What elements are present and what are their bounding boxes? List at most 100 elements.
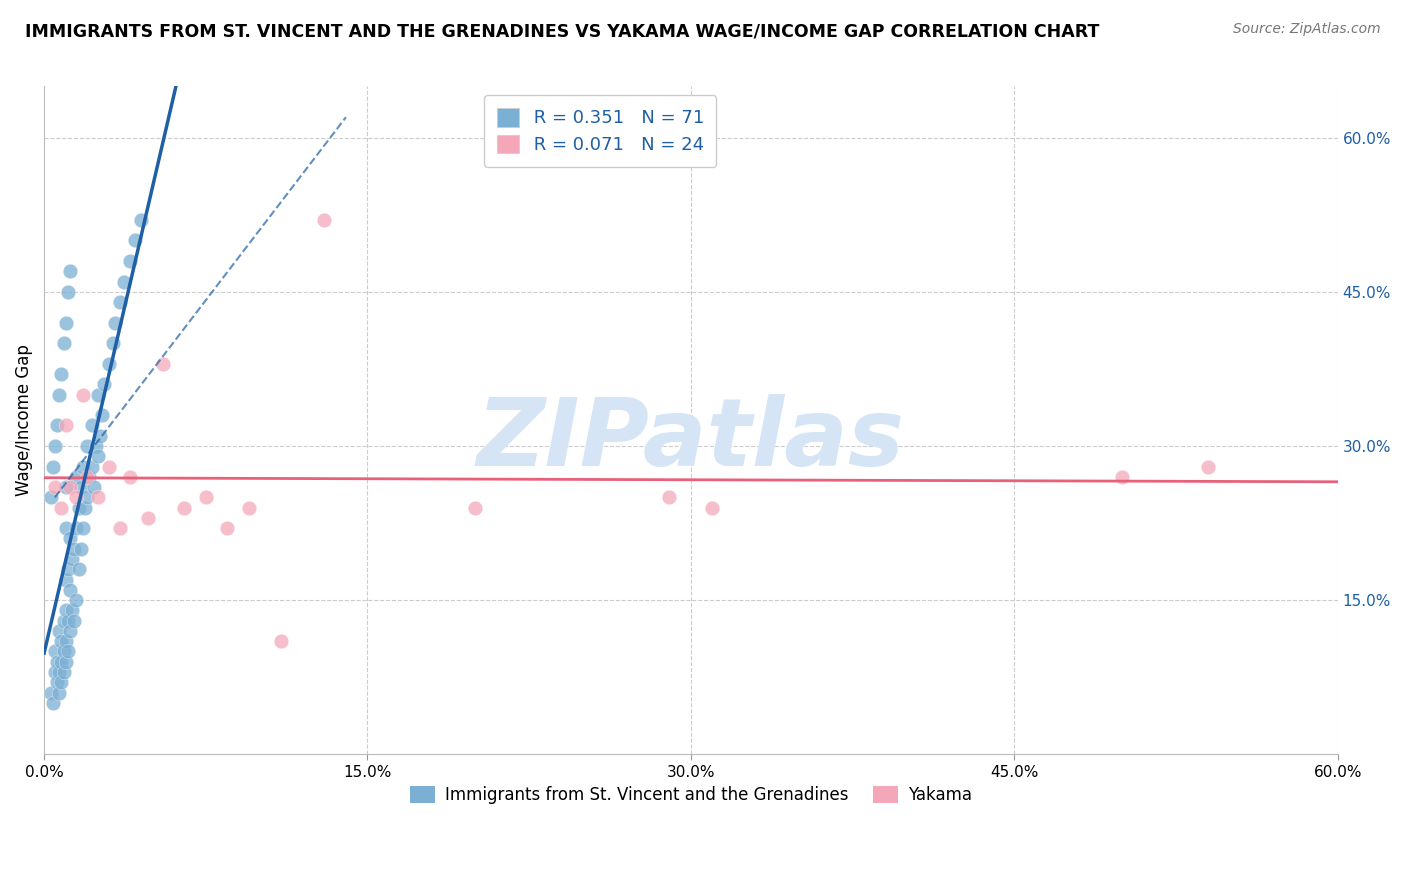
Point <box>42 459 65 474</box>
Point <box>79 470 101 484</box>
Point <box>48 624 70 638</box>
Point <box>108 295 131 310</box>
Point <box>76 439 98 453</box>
Point <box>80 459 103 474</box>
Point <box>120 470 142 484</box>
Point <box>55 603 77 617</box>
Point <box>1111 470 1133 484</box>
Point <box>59 624 82 638</box>
Point <box>55 573 77 587</box>
Point <box>65 491 87 505</box>
Point <box>87 387 110 401</box>
Point <box>52 644 75 658</box>
Point <box>152 357 174 371</box>
Point <box>314 213 336 227</box>
Text: Source: ZipAtlas.com: Source: ZipAtlas.com <box>1233 22 1381 37</box>
Point <box>87 491 110 505</box>
Point <box>72 387 94 401</box>
Point <box>48 665 70 679</box>
Point <box>55 634 77 648</box>
Point <box>46 675 69 690</box>
Point <box>702 500 724 515</box>
Point <box>59 480 82 494</box>
Point <box>39 685 62 699</box>
Point <box>55 316 77 330</box>
Point <box>63 614 86 628</box>
Point <box>44 644 66 658</box>
Point <box>108 521 131 535</box>
Point <box>238 500 260 515</box>
Point <box>65 521 87 535</box>
Point <box>65 470 87 484</box>
Text: ZIPatlas: ZIPatlas <box>477 394 905 486</box>
Point <box>59 532 82 546</box>
Point <box>464 500 486 515</box>
Point <box>217 521 239 535</box>
Point <box>76 491 98 505</box>
Point <box>52 614 75 628</box>
Point <box>120 254 142 268</box>
Point <box>51 675 73 690</box>
Point <box>42 696 65 710</box>
Point <box>48 387 70 401</box>
Point <box>52 336 75 351</box>
Point <box>129 213 152 227</box>
Text: IMMIGRANTS FROM ST. VINCENT AND THE GRENADINES VS YAKAMA WAGE/INCOME GAP CORRELA: IMMIGRANTS FROM ST. VINCENT AND THE GREN… <box>25 22 1099 40</box>
Point <box>48 685 70 699</box>
Legend: Immigrants from St. Vincent and the Grenadines, Yakama: Immigrants from St. Vincent and the Gren… <box>401 778 980 813</box>
Point <box>39 491 62 505</box>
Point <box>69 480 91 494</box>
Point <box>89 428 111 442</box>
Point <box>173 500 195 515</box>
Point <box>44 480 66 494</box>
Point <box>46 655 69 669</box>
Point <box>97 357 120 371</box>
Point <box>46 418 69 433</box>
Point <box>658 491 681 505</box>
Point <box>51 500 73 515</box>
Point <box>59 582 82 597</box>
Point <box>270 634 292 648</box>
Point <box>67 562 90 576</box>
Point <box>84 439 107 453</box>
Point <box>56 644 79 658</box>
Point <box>194 491 217 505</box>
Point <box>72 521 94 535</box>
Point <box>56 285 79 299</box>
Point <box>112 275 135 289</box>
Point <box>101 336 124 351</box>
Point <box>51 367 73 381</box>
Point <box>67 500 90 515</box>
Point <box>44 439 66 453</box>
Point <box>56 562 79 576</box>
Y-axis label: Wage/Income Gap: Wage/Income Gap <box>15 344 32 496</box>
Point <box>69 541 91 556</box>
Point <box>76 470 98 484</box>
Point <box>55 655 77 669</box>
Point <box>97 459 120 474</box>
Point <box>83 480 105 494</box>
Point <box>72 459 94 474</box>
Point <box>44 665 66 679</box>
Point <box>104 316 127 330</box>
Point <box>91 408 114 422</box>
Point <box>55 418 77 433</box>
Point <box>60 603 83 617</box>
Point <box>52 665 75 679</box>
Point <box>80 418 103 433</box>
Point <box>60 552 83 566</box>
Point <box>65 593 87 607</box>
Point <box>56 614 79 628</box>
Point <box>124 234 146 248</box>
Point <box>55 480 77 494</box>
Point <box>87 449 110 463</box>
Point <box>1197 459 1219 474</box>
Point <box>75 500 97 515</box>
Point <box>51 634 73 648</box>
Point <box>59 264 82 278</box>
Point <box>136 511 159 525</box>
Point <box>51 655 73 669</box>
Point <box>63 541 86 556</box>
Point <box>93 377 115 392</box>
Point <box>55 521 77 535</box>
